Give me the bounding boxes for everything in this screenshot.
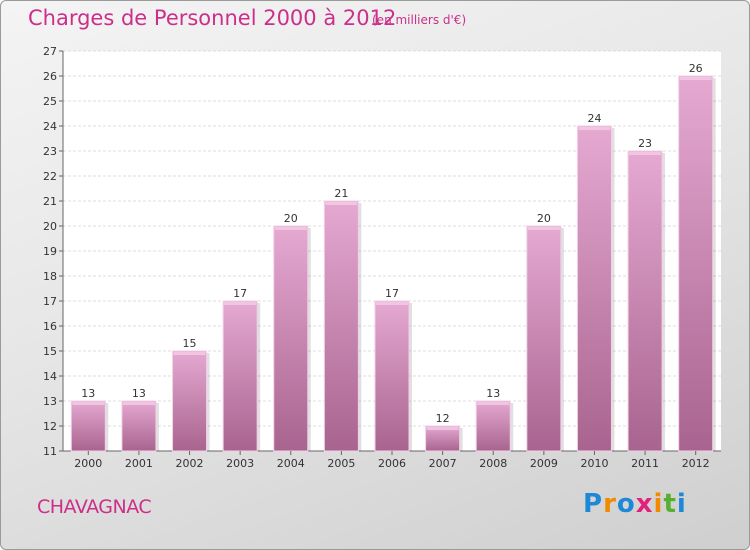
data-label: 23 [638, 137, 652, 150]
bar-highlight [376, 302, 408, 305]
data-label: 20 [537, 212, 551, 225]
bar [576, 125, 612, 452]
x-tick-label: 2007 [429, 457, 457, 470]
bar-highlight [679, 77, 712, 80]
bar [678, 75, 714, 452]
bar [323, 200, 359, 452]
data-label: 24 [587, 112, 601, 125]
x-tick-label: 2002 [176, 457, 204, 470]
data-label: 17 [233, 287, 247, 300]
y-tick-label: 19 [43, 245, 57, 258]
bar [374, 300, 410, 452]
x-tick-label: 2000 [74, 457, 102, 470]
y-tick-label: 24 [43, 120, 57, 133]
data-label: 13 [132, 387, 146, 400]
y-tick-label: 21 [43, 195, 57, 208]
bar-highlight [578, 127, 611, 130]
y-tick-label: 11 [43, 445, 57, 458]
x-tick-label: 2005 [327, 457, 355, 470]
data-label: 26 [689, 62, 703, 75]
proxiti-logo: Proxiti [583, 489, 687, 519]
data-label: 13 [81, 387, 95, 400]
bar-highlight [274, 227, 307, 230]
bar-highlight [173, 352, 206, 355]
bar-highlight [224, 302, 257, 305]
logo-letter: i [676, 489, 687, 519]
data-label: 20 [284, 212, 298, 225]
chart-subtitle: (en milliers d'€) [372, 13, 467, 27]
data-label: 13 [486, 387, 500, 400]
y-tick-label: 20 [43, 220, 57, 233]
bar [70, 400, 106, 452]
bar [222, 300, 258, 452]
y-tick-label: 18 [43, 270, 57, 283]
x-tick-label: 2011 [631, 457, 659, 470]
y-tick-label: 13 [43, 395, 57, 408]
bar [475, 400, 511, 452]
y-tick-label: 15 [43, 345, 57, 358]
bar [526, 225, 562, 452]
x-tick-label: 2004 [277, 457, 305, 470]
x-tick-label: 2009 [530, 457, 558, 470]
chart-title: Charges de Personnel 2000 à 2012 [28, 6, 397, 30]
y-tick-label: 22 [43, 170, 57, 183]
bar-highlight [426, 427, 459, 430]
bar-highlight [477, 402, 510, 405]
bar-highlight [527, 227, 560, 230]
x-tick-label: 2008 [479, 457, 507, 470]
bar-highlight [72, 402, 105, 405]
x-tick-label: 2006 [378, 457, 406, 470]
data-label: 15 [183, 337, 197, 350]
y-tick-label: 25 [43, 95, 57, 108]
x-tick-label: 2012 [682, 457, 710, 470]
logo-letter: x [635, 489, 654, 519]
y-tick-label: 17 [43, 295, 57, 308]
bar [172, 350, 208, 452]
y-tick-label: 16 [43, 320, 57, 333]
y-tick-label: 14 [43, 370, 57, 383]
logo-letter: r [603, 489, 617, 519]
data-label: 17 [385, 287, 399, 300]
x-tick-label: 2003 [226, 457, 254, 470]
bar [273, 225, 309, 452]
x-tick-label: 2001 [125, 457, 153, 470]
bar-highlight [325, 202, 358, 205]
y-tick-label: 12 [43, 420, 57, 433]
logo-letter: P [583, 489, 604, 519]
bar [121, 400, 157, 452]
y-tick-label: 27 [43, 45, 57, 58]
logo-letter: i [653, 489, 664, 519]
data-label: 21 [334, 187, 348, 200]
y-tick-label: 26 [43, 70, 57, 83]
logo-letter: t [663, 489, 677, 519]
logo-letter: o [616, 489, 636, 519]
bar [425, 425, 461, 452]
bar-highlight [122, 402, 155, 405]
bar [627, 150, 663, 452]
y-tick-label: 23 [43, 145, 57, 158]
x-tick-label: 2010 [580, 457, 608, 470]
data-label: 12 [436, 412, 450, 425]
city-name: CHAVAGNAC [37, 496, 152, 518]
bar-highlight [629, 152, 662, 155]
